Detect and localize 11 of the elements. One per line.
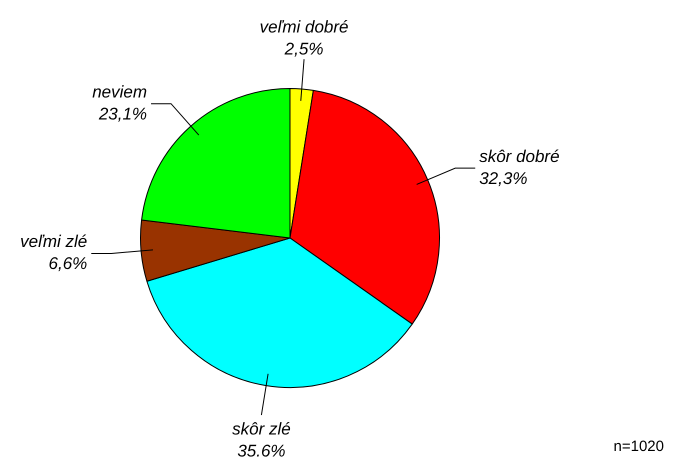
slice-label: skôr dobré	[479, 146, 560, 166]
slice-label: veľmi dobré	[260, 17, 349, 36]
slice-label: veľmi zlé	[20, 232, 88, 252]
data-label: 35.6%	[237, 441, 286, 460]
text: n=1020	[614, 438, 664, 455]
data-label: 6,6%	[48, 254, 88, 274]
slice-label: neviem	[92, 82, 148, 102]
data-label: 2,5%	[284, 39, 324, 58]
data-label: 23,1%	[98, 104, 148, 124]
data-label: 32,3%	[479, 168, 528, 188]
slice-label: skôr zlé	[232, 419, 291, 438]
